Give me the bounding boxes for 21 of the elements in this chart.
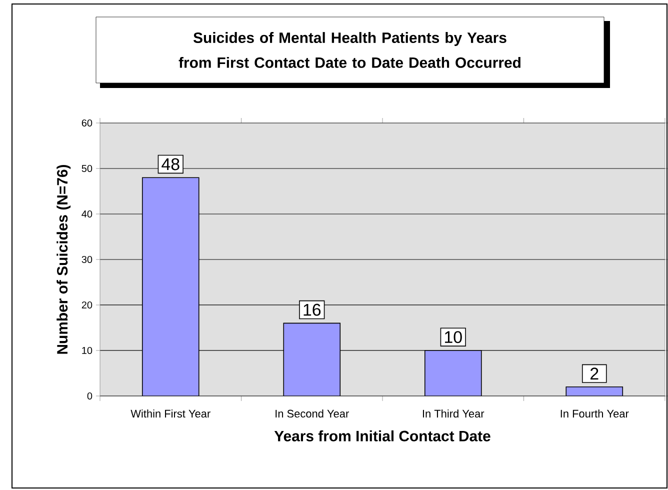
- y-tick-label: 60: [82, 119, 92, 127]
- data-label: 2: [590, 368, 598, 380]
- y-tick-label: 40: [82, 210, 92, 218]
- bar: [142, 177, 200, 396]
- bar: [424, 350, 482, 396]
- y-tick-label: 30: [82, 256, 92, 264]
- y-tick-label: 50: [82, 164, 92, 172]
- y-tick-label: 10: [82, 346, 92, 354]
- y-axis-title: Number of Suicides (N=76): [56, 164, 71, 354]
- x-tick-label: In Fourth Year: [560, 410, 629, 418]
- x-tick-label: In Third Year: [422, 410, 484, 418]
- chart-title: Suicides of Mental Health Patients by Years from First Contact Date to Date Death Occurred: [178, 32, 520, 68]
- y-tick-label: 0: [87, 392, 92, 400]
- x-tick-label: Within First Year: [130, 410, 210, 418]
- data-label: 10: [445, 331, 462, 344]
- data-label: 16: [304, 304, 321, 316]
- bar: [283, 322, 341, 396]
- x-tick-label: In Second Year: [276, 410, 349, 418]
- data-label: 48: [162, 158, 180, 170]
- x-axis-title: Years from Initial Contact Date: [274, 430, 490, 442]
- y-tick-label: 20: [82, 301, 92, 309]
